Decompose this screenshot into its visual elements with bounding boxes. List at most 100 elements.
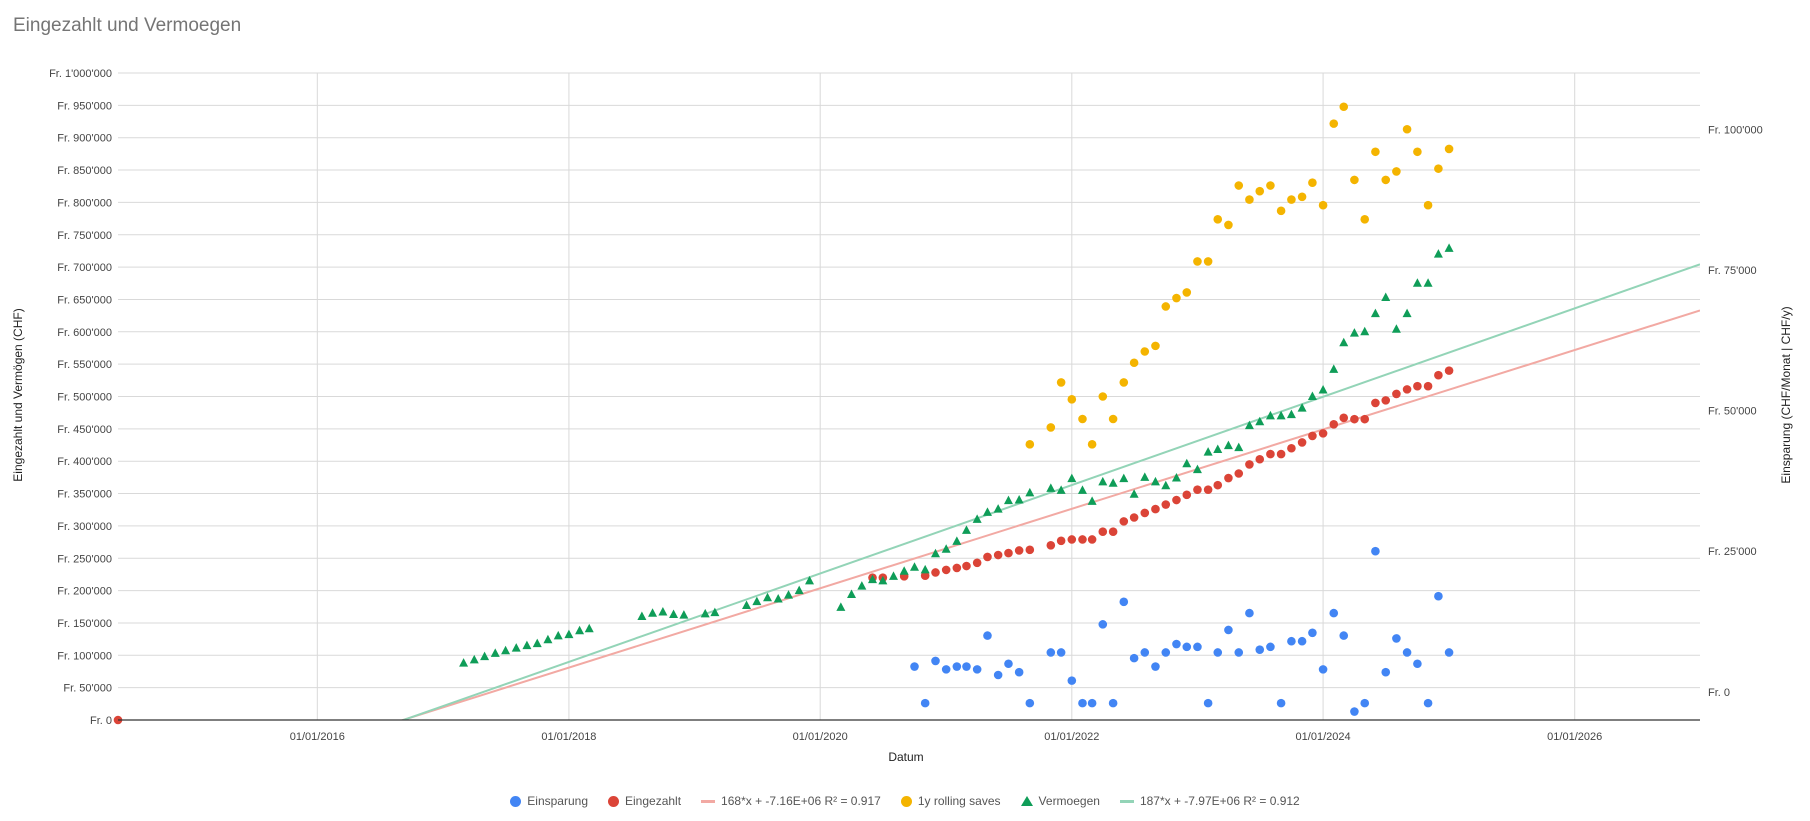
point-vermoegen (1265, 410, 1275, 420)
trendlines (399, 263, 1700, 720)
point-vermoegen (878, 575, 888, 585)
point-eingezahlt (1172, 495, 1181, 505)
point-eingezahlt (1255, 454, 1265, 464)
chart-title: Eingezahlt und Vermoegen (13, 15, 242, 36)
point-einsparung (972, 665, 982, 674)
point-vermoegen (1108, 478, 1118, 487)
y-tick-label-left: Fr. 900'000 (57, 133, 112, 145)
point-1y-rolling-saves (1119, 378, 1129, 387)
point-1y-rolling-saves (1402, 124, 1412, 134)
point-einsparung (1318, 665, 1328, 674)
point-1y-rolling-saves (1339, 102, 1349, 112)
point-vermoegen (1433, 249, 1443, 258)
legend-item: Einsparung (510, 794, 588, 808)
legend-item: Vermoegen (1020, 794, 1100, 808)
point-einsparung (1151, 662, 1160, 671)
point-1y-rolling-saves (1434, 164, 1443, 173)
point-1y-rolling-saves (1329, 119, 1339, 128)
point-vermoegen (679, 610, 689, 619)
point-vermoegen (669, 609, 679, 619)
point-eingezahlt (1339, 413, 1349, 423)
point-1y-rolling-saves (1108, 414, 1118, 424)
point-eingezahlt (1413, 381, 1422, 391)
point-eingezahlt (1182, 490, 1192, 500)
point-vermoegen (1140, 472, 1150, 481)
x-axis-title: Datum (888, 750, 923, 764)
point-einsparung (1360, 698, 1370, 708)
y-axis-title-right: Einsparung (CHF/Monat | CHF/y) (1779, 306, 1793, 483)
point-vermoegen (1014, 495, 1024, 504)
point-1y-rolling-saves (1129, 358, 1139, 368)
point-vermoegen (752, 596, 762, 606)
gridlines (118, 72, 1700, 721)
point-1y-rolling-saves (1381, 175, 1391, 185)
point-vermoegen (584, 623, 594, 633)
point-einsparung (1434, 591, 1443, 601)
point-vermoegen (1360, 326, 1370, 336)
y-tick-label-right: Fr. 50'000 (1708, 406, 1757, 418)
point-1y-rolling-saves (1297, 192, 1307, 202)
chart-legend: Einsparung Eingezahlt 168*x + -7.16E+06 R²… (0, 794, 1810, 808)
point-eingezahlt (1151, 504, 1160, 514)
y-tick-label-left: Fr. 100'000 (57, 650, 112, 662)
point-1y-rolling-saves (1423, 200, 1433, 210)
point-vermoegen (1381, 292, 1391, 302)
point-vermoegen (1129, 489, 1139, 498)
point-vermoegen (784, 590, 794, 599)
point-einsparung (1182, 642, 1192, 652)
legend-item: 1y rolling saves (900, 794, 1001, 808)
point-1y-rolling-saves (1140, 347, 1150, 356)
y-tick-label-left: Fr. 650'000 (57, 294, 112, 306)
point-vermoegen (972, 514, 982, 523)
point-einsparung (1161, 648, 1171, 657)
point-einsparung (952, 662, 962, 671)
point-vermoegen (1276, 410, 1286, 420)
point-vermoegen (1444, 243, 1454, 252)
point-vermoegen (490, 648, 500, 657)
y-tick-label-left: Fr. 250'000 (57, 553, 112, 565)
point-vermoegen (952, 536, 962, 545)
point-vermoegen (543, 634, 553, 644)
point-eingezahlt (1224, 473, 1233, 483)
y-axis-title-left: Eingezahlt und Vermögen (CHF) (11, 308, 25, 481)
point-1y-rolling-saves (1287, 195, 1296, 204)
point-einsparung (1329, 608, 1339, 618)
point-eingezahlt (1381, 396, 1391, 405)
point-einsparung (1245, 608, 1254, 618)
y-tick-label-left: Fr. 300'000 (57, 521, 112, 533)
y-tick-label-left: Fr. 0 (90, 715, 112, 727)
legend-label: 168*x + -7.16E+06 R² = 0.917 (721, 794, 881, 808)
point-vermoegen (1402, 308, 1412, 318)
y-tick-label-left: Fr. 1'000'000 (49, 68, 112, 80)
point-vermoegen (1077, 485, 1087, 494)
point-1y-rolling-saves (1172, 293, 1181, 303)
point-eingezahlt (983, 552, 992, 562)
point-einsparung (1140, 648, 1150, 657)
point-vermoegen (511, 643, 521, 652)
point-eingezahlt (1087, 535, 1097, 544)
point-eingezahlt (1098, 527, 1108, 537)
point-einsparung (1172, 639, 1181, 649)
point-einsparung (941, 665, 951, 674)
point-einsparung (1056, 648, 1066, 657)
point-eingezahlt (941, 565, 951, 575)
point-1y-rolling-saves (1182, 288, 1192, 297)
legend-label: Vermoegen (1038, 794, 1100, 808)
legend-dot-icon (608, 795, 619, 807)
y-tick-label-right: Fr. 75'000 (1708, 265, 1757, 277)
point-eingezahlt (920, 571, 930, 581)
point-einsparung (1339, 631, 1349, 640)
point-1y-rolling-saves (1444, 144, 1454, 154)
point-vermoegen (889, 571, 899, 580)
point-eingezahlt (1119, 517, 1129, 526)
point-eingezahlt (1402, 385, 1412, 394)
point-vermoegen (1329, 364, 1339, 373)
point-einsparung (910, 662, 919, 671)
point-eingezahlt (1129, 513, 1139, 522)
point-vermoegen (1244, 420, 1254, 430)
point-vermoegen (1182, 458, 1192, 468)
point-vermoegen (1067, 473, 1077, 483)
point-1y-rolling-saves (1067, 395, 1077, 404)
point-einsparung (1381, 667, 1391, 677)
point-vermoegen (1286, 409, 1296, 419)
